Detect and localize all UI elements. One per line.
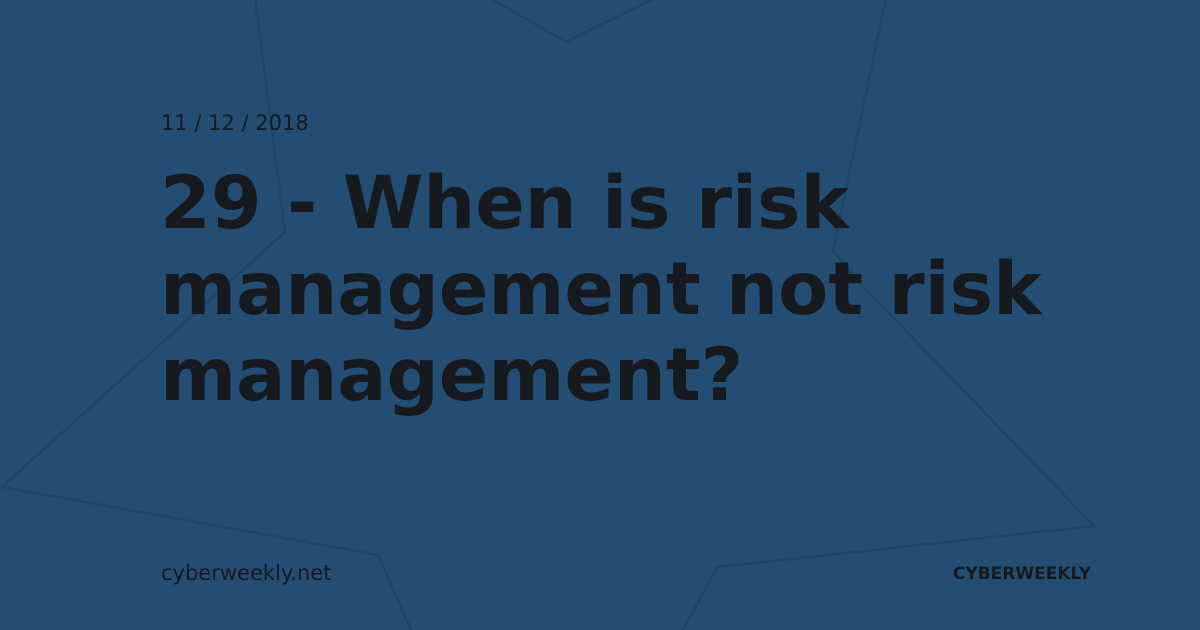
brand-name: CYBERWEEKLY	[952, 564, 1091, 584]
post-title: 29 - When is risk management not risk ma…	[160, 161, 1042, 418]
site-url: cyberweekly.net	[161, 561, 332, 585]
post-date: 11 / 12 / 2018	[161, 111, 309, 135]
